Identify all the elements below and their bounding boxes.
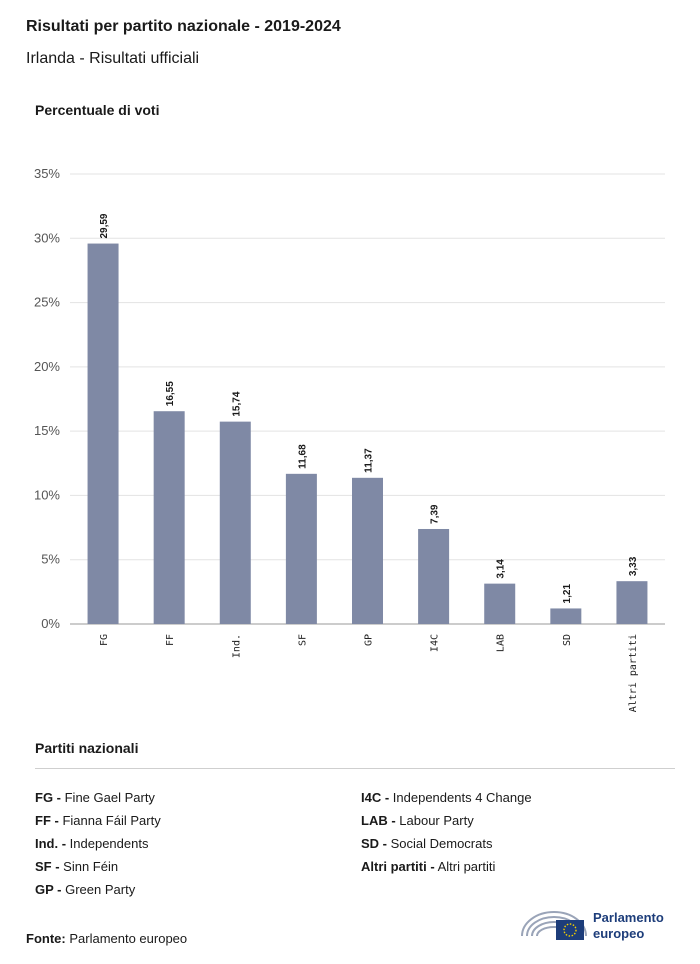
legend-name: Independents 4 Change xyxy=(389,790,532,805)
logo-line-2: europeo xyxy=(593,926,645,941)
x-tick-label: I4C xyxy=(430,634,441,652)
bar-chart: 0% 5% 10% 15% 20% 25% 30% 35% 29,59 16,55 15,74 11… xyxy=(34,166,665,712)
legend-name: Fine Gael Party xyxy=(61,790,155,805)
y-axis-label: Percentuale di voti xyxy=(35,102,160,118)
bar xyxy=(418,528,450,624)
bar xyxy=(352,477,383,624)
legend-name: Labour Party xyxy=(395,813,474,828)
x-tick-label: GP xyxy=(364,634,375,646)
legend-item: SF - Sinn Féin xyxy=(35,855,161,878)
page-subtitle: Irlanda - Risultati ufficiali xyxy=(26,50,200,67)
bar xyxy=(153,411,185,624)
legend-item: FF - Fianna Fáil Party xyxy=(35,809,161,832)
data-label: 7,39 xyxy=(430,504,441,524)
legend-column-right: I4C - Independents 4 Change LAB - Labour … xyxy=(361,786,532,878)
x-tick-label: FF xyxy=(165,634,176,646)
x-tick-label: Ind. xyxy=(231,634,242,658)
legend-item: Altri partiti - Altri partiti xyxy=(361,855,532,878)
y-tick-label: 20% xyxy=(34,359,60,374)
legend-code: FF - xyxy=(35,813,59,828)
logo-text: Parlamento europeo xyxy=(593,910,664,942)
y-tick-label: 0% xyxy=(41,616,60,631)
legend-name: Altri partiti xyxy=(434,859,496,874)
y-axis-ticks: 0% 5% 10% 15% 20% 25% 30% 35% xyxy=(34,166,60,631)
x-tick-label: FG xyxy=(99,634,110,646)
legend-code: SD - xyxy=(361,836,387,851)
legend-code: SF - xyxy=(35,859,60,874)
parliament-logo: Parlamento europeo xyxy=(520,906,685,946)
legend-item: I4C - Independents 4 Change xyxy=(361,786,532,809)
parliament-hemicycle-eu-flag-icon xyxy=(521,911,587,940)
x-tick-label: SF xyxy=(297,634,308,646)
legend-name: Social Democrats xyxy=(387,836,493,851)
legend-divider xyxy=(35,768,675,769)
legend-name: Green Party xyxy=(61,882,136,897)
data-label: 1,21 xyxy=(562,584,573,604)
legend-code: Ind. - xyxy=(35,836,67,851)
legend-code: GP - xyxy=(35,882,62,897)
bar xyxy=(219,421,251,624)
data-label: 16,55 xyxy=(165,381,176,406)
y-tick-label: 25% xyxy=(34,295,60,310)
data-label: 11,37 xyxy=(364,448,375,473)
x-axis-labels: FG FF Ind. SF GP I4C LAB SD Altri partiti xyxy=(99,634,639,712)
x-tick-label: Altri partiti xyxy=(628,634,639,712)
legend-code: Altri partiti - xyxy=(361,859,435,874)
legend-item: Ind. - Independents xyxy=(35,832,161,855)
legend-column-left: FG - Fine Gael Party FF - Fianna Fáil Par… xyxy=(35,786,161,901)
legend-item: LAB - Labour Party xyxy=(361,809,532,832)
legend-name: Independents xyxy=(66,836,149,851)
value-labels: 29,59 16,55 15,74 11,68 11,37 7,39 3,14 1,21 3,3… xyxy=(99,213,639,603)
bars xyxy=(87,243,648,625)
legend-code: FG - xyxy=(35,790,61,805)
y-tick-label: 5% xyxy=(41,552,60,567)
page-title: Risultati per partito nazionale - 2019-2… xyxy=(26,18,341,35)
data-label: 29,59 xyxy=(99,213,110,238)
legend-item: FG - Fine Gael Party xyxy=(35,786,161,809)
source-value: Parlamento europeo xyxy=(69,931,188,946)
legend-code: I4C - xyxy=(361,790,390,805)
y-tick-label: 10% xyxy=(34,487,60,502)
logo-line-1: Parlamento xyxy=(593,910,664,925)
legend-item: SD - Social Democrats xyxy=(361,832,532,855)
data-label: 11,68 xyxy=(297,444,308,469)
x-tick-label: LAB xyxy=(496,634,507,652)
data-label: 15,74 xyxy=(231,391,242,416)
bar xyxy=(87,243,119,625)
y-tick-label: 35% xyxy=(34,166,60,181)
data-label: 3,33 xyxy=(628,556,639,576)
source-label: Fonte: xyxy=(26,931,66,946)
data-label: 3,14 xyxy=(496,559,507,579)
legend-code: LAB - xyxy=(361,813,396,828)
legend-item: GP - Green Party xyxy=(35,878,161,901)
legend-name: Sinn Féin xyxy=(59,859,119,874)
bar xyxy=(285,473,317,624)
y-tick-label: 15% xyxy=(34,423,60,438)
source-note: Fonte: Parlamento europeo xyxy=(26,931,187,946)
legend-name: Fianna Fáil Party xyxy=(58,813,161,828)
legend-title: Partiti nazionali xyxy=(35,740,139,756)
bar xyxy=(550,608,582,624)
bar xyxy=(484,583,516,624)
bar xyxy=(616,581,648,624)
y-tick-label: 30% xyxy=(34,230,60,245)
x-tick-label: SD xyxy=(562,634,573,646)
